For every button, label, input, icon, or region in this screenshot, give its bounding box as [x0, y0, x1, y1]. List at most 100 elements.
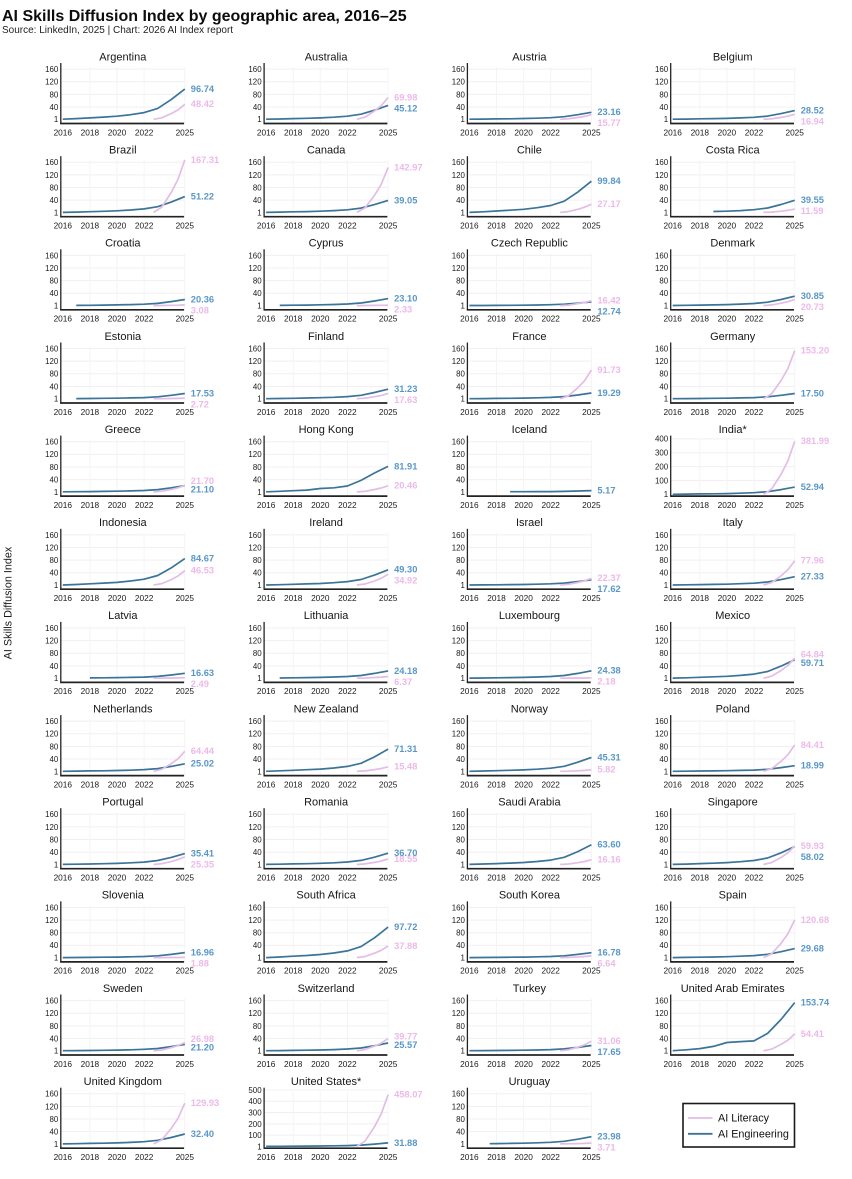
svg-text:2016: 2016 [460, 127, 479, 137]
svg-text:2025: 2025 [785, 873, 804, 883]
svg-text:24.38: 24.38 [597, 666, 620, 676]
svg-text:1: 1 [54, 860, 58, 869]
svg-text:2018: 2018 [487, 686, 506, 696]
svg-text:2025: 2025 [379, 593, 398, 603]
svg-text:120: 120 [248, 357, 262, 366]
svg-text:2022: 2022 [745, 127, 764, 137]
svg-text:Australia: Australia [305, 51, 349, 63]
svg-text:40: 40 [253, 662, 262, 671]
svg-text:84.41: 84.41 [801, 740, 824, 750]
svg-text:1: 1 [54, 674, 58, 683]
svg-text:160: 160 [452, 438, 466, 447]
svg-text:2020: 2020 [311, 127, 330, 137]
svg-text:80: 80 [659, 90, 668, 99]
svg-text:2022: 2022 [135, 220, 154, 230]
svg-text:2020: 2020 [311, 593, 330, 603]
svg-text:Estonia: Estonia [104, 331, 142, 343]
svg-text:80: 80 [253, 742, 262, 751]
svg-text:37.88: 37.88 [394, 941, 417, 951]
svg-text:40: 40 [659, 941, 668, 950]
svg-text:2022: 2022 [541, 220, 560, 230]
svg-text:40: 40 [456, 662, 465, 671]
svg-text:40: 40 [456, 848, 465, 857]
svg-text:120: 120 [248, 543, 262, 552]
svg-text:40: 40 [50, 941, 59, 950]
svg-text:2.18: 2.18 [597, 677, 615, 687]
svg-text:40: 40 [456, 941, 465, 950]
svg-text:2022: 2022 [541, 779, 560, 789]
svg-text:2022: 2022 [745, 314, 764, 324]
svg-text:39.77: 39.77 [394, 1031, 417, 1041]
svg-text:160: 160 [248, 624, 262, 633]
svg-text:France: France [512, 331, 546, 343]
svg-text:1: 1 [664, 302, 668, 311]
svg-text:40: 40 [50, 475, 59, 484]
svg-text:80: 80 [50, 929, 59, 938]
svg-text:2025: 2025 [785, 220, 804, 230]
svg-text:New Zealand: New Zealand [294, 703, 359, 715]
svg-text:1: 1 [257, 395, 261, 404]
svg-text:2016: 2016 [257, 779, 276, 789]
svg-text:160: 160 [45, 997, 59, 1006]
svg-text:AI Literacy: AI Literacy [718, 1113, 770, 1125]
svg-text:40: 40 [659, 103, 668, 112]
svg-text:27.33: 27.33 [801, 572, 824, 582]
svg-text:2020: 2020 [311, 407, 330, 417]
svg-text:India*: India* [719, 424, 748, 436]
svg-text:160: 160 [45, 344, 59, 353]
svg-text:17.65: 17.65 [597, 1047, 620, 1057]
svg-text:2020: 2020 [718, 127, 737, 137]
svg-text:80: 80 [50, 1115, 59, 1124]
svg-text:1: 1 [54, 395, 58, 404]
svg-text:160: 160 [452, 158, 466, 167]
svg-text:2018: 2018 [81, 779, 100, 789]
svg-text:1: 1 [461, 488, 465, 497]
svg-text:Luxembourg: Luxembourg [499, 610, 560, 622]
svg-text:2016: 2016 [257, 593, 276, 603]
svg-text:160: 160 [452, 624, 466, 633]
svg-text:2025: 2025 [582, 220, 601, 230]
svg-text:15.77: 15.77 [597, 118, 620, 128]
svg-text:2.33: 2.33 [394, 305, 412, 315]
svg-text:80: 80 [50, 277, 59, 286]
svg-text:2025: 2025 [379, 873, 398, 883]
svg-text:Indonesia: Indonesia [99, 517, 148, 529]
svg-text:160: 160 [248, 717, 262, 726]
svg-text:2025: 2025 [176, 593, 195, 603]
svg-text:2020: 2020 [108, 1152, 127, 1162]
svg-text:160: 160 [655, 65, 669, 74]
svg-text:2022: 2022 [338, 500, 357, 510]
svg-text:2022: 2022 [745, 407, 764, 417]
svg-text:2022: 2022 [338, 220, 357, 230]
svg-text:120: 120 [655, 171, 669, 180]
svg-text:2018: 2018 [691, 966, 710, 976]
svg-text:120: 120 [248, 637, 262, 646]
svg-text:2016: 2016 [460, 407, 479, 417]
svg-text:40: 40 [253, 941, 262, 950]
svg-text:2018: 2018 [487, 314, 506, 324]
svg-text:2020: 2020 [514, 873, 533, 883]
svg-text:31.88: 31.88 [394, 1138, 417, 1148]
svg-text:2018: 2018 [81, 407, 100, 417]
svg-text:2020: 2020 [311, 314, 330, 324]
svg-text:2022: 2022 [338, 314, 357, 324]
svg-text:1: 1 [461, 395, 465, 404]
svg-text:80: 80 [253, 929, 262, 938]
svg-text:2018: 2018 [691, 500, 710, 510]
svg-text:Chile: Chile [517, 144, 542, 156]
svg-text:160: 160 [45, 251, 59, 260]
svg-text:120: 120 [248, 78, 262, 87]
svg-text:5.82: 5.82 [597, 765, 615, 775]
svg-text:400: 400 [248, 1097, 262, 1106]
svg-text:21.20: 21.20 [191, 1043, 214, 1053]
svg-text:2016: 2016 [460, 500, 479, 510]
svg-text:120: 120 [248, 450, 262, 459]
svg-text:2020: 2020 [514, 407, 533, 417]
svg-text:160: 160 [452, 65, 466, 74]
svg-text:6.64: 6.64 [597, 959, 616, 969]
svg-text:2018: 2018 [487, 1152, 506, 1162]
svg-text:2025: 2025 [379, 407, 398, 417]
svg-text:2016: 2016 [460, 873, 479, 883]
svg-text:59.93: 59.93 [801, 841, 824, 851]
svg-text:120: 120 [655, 730, 669, 739]
